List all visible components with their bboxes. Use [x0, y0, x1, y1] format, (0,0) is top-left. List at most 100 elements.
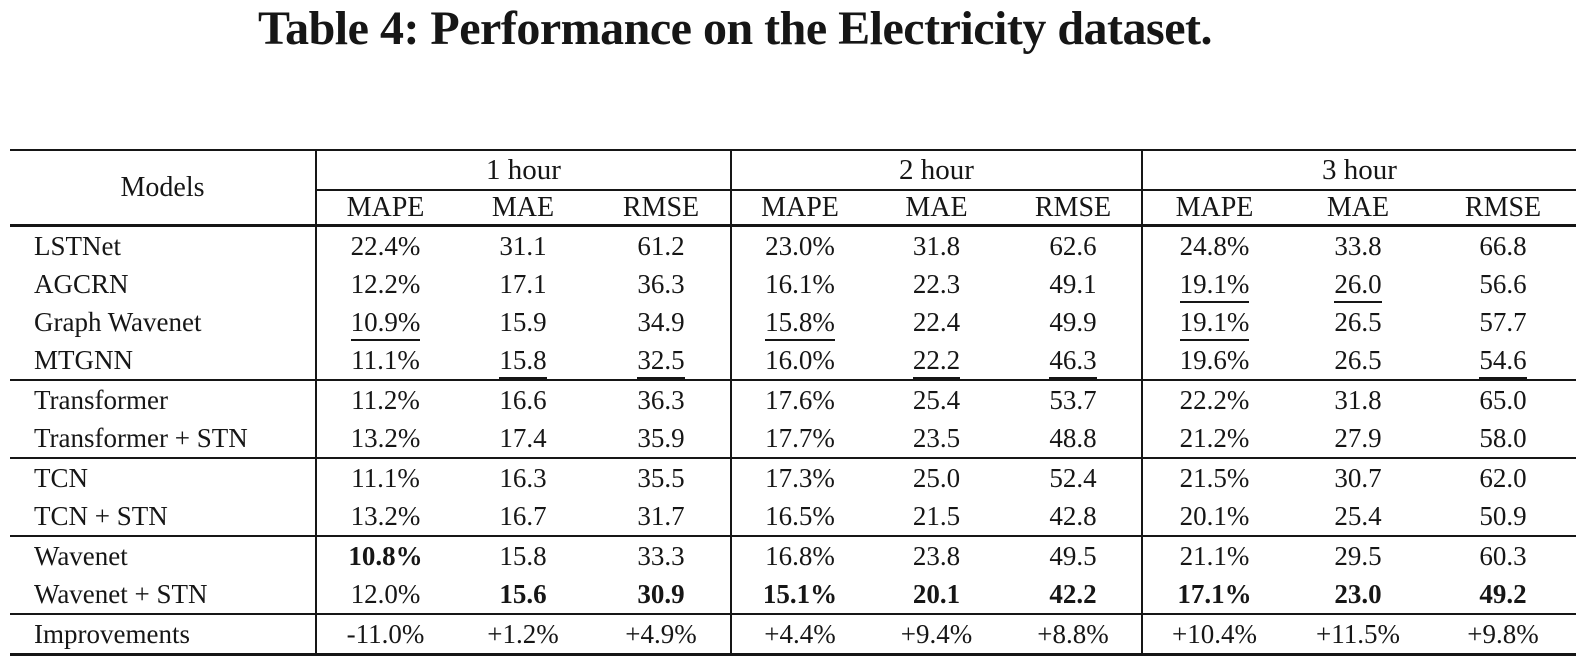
value-cell: 22.4%: [315, 225, 454, 265]
value-cell: 58.0: [1430, 419, 1577, 459]
value-cell: 17.6%: [730, 380, 868, 419]
value-cell: 22.4: [868, 303, 1005, 341]
value-cell: 62.6: [1005, 226, 1142, 266]
value-cell: 25.4: [868, 380, 1005, 419]
value-cell: 23.0: [1286, 575, 1430, 615]
table-row: Wavenet + STN 12.0% 15.6 30.9 15.1% 20.1 42.2 1…: [10, 575, 1577, 615]
value: 36.3: [637, 384, 685, 415]
value-cell: 21.5: [868, 497, 1005, 537]
value-cell: 11.1%: [315, 341, 454, 381]
value-cell: 17.1%: [1141, 575, 1286, 615]
value: 31.8: [912, 230, 961, 261]
value-cell: 15.8: [454, 536, 592, 575]
value-cell: 17.4: [454, 419, 592, 459]
value-cell: 49.1: [1005, 265, 1142, 303]
value-cell: 33.8: [1286, 226, 1430, 266]
value: 12.2%: [350, 268, 421, 299]
value-cell: 22.2%: [1141, 380, 1286, 419]
value: 31.8: [1334, 384, 1382, 415]
model-name-cell: Wavenet: [34, 540, 128, 571]
value-cell: 19.1%: [1141, 303, 1286, 341]
value: 25.4: [912, 384, 961, 415]
value: 49.9: [1049, 306, 1097, 337]
bold-value: 15.1%: [762, 578, 838, 609]
underlined-value: 54.6: [1479, 345, 1527, 379]
value-cell: 54.6: [1430, 341, 1577, 381]
value: +8.8%: [1037, 618, 1109, 649]
value: 57.7: [1479, 306, 1527, 337]
metric-header-mape: MAPE: [730, 190, 868, 227]
value: 13.2%: [350, 500, 421, 531]
table-row: Graph Wavenet 10.9% 15.9 34.9 15.8% 22.4 49.9 1…: [10, 303, 1576, 341]
model-name-cell: Wavenet + STN: [10, 575, 316, 615]
value-cell: 23.8: [868, 536, 1005, 575]
value: 17.4: [499, 422, 547, 453]
table-row: Transformer 11.2% 16.6 36.3 17.6% 25.4 53.7 22.…: [10, 380, 1576, 419]
value: 16.5%: [765, 500, 835, 531]
value: 12.0%: [350, 578, 421, 609]
value-cell: 16.0%: [730, 341, 868, 381]
value: 33.8: [1334, 230, 1382, 261]
value: 21.5: [912, 500, 961, 531]
value-cell: 16.3: [454, 458, 592, 497]
models-column-header: Models: [10, 150, 316, 227]
header-row-metrics: MAPE MAE RMSE MAPE MAE RMSE MAPE MAE RMSE: [10, 190, 1577, 227]
bold-value: 20.1: [912, 578, 961, 609]
value-cell: 19.6%: [1141, 341, 1286, 381]
value-cell: 30.7: [1286, 458, 1430, 497]
underlined-value: 15.8: [499, 345, 547, 379]
underlined-value: 26.0: [1334, 269, 1382, 303]
value: 13.2%: [350, 422, 421, 453]
value: 11.1%: [351, 344, 420, 375]
value: 60.3: [1479, 540, 1527, 571]
bold-value: 23.0: [1334, 578, 1382, 609]
value: 26.5: [1334, 306, 1382, 337]
value: 31.1: [499, 230, 547, 261]
hour-group-header-1: 1 hour: [315, 150, 731, 191]
value-cell: 30.9: [592, 575, 731, 615]
value: 30.7: [1334, 462, 1382, 493]
value: 35.5: [637, 462, 685, 493]
value-cell: 48.8: [1005, 419, 1142, 459]
value-cell: -11.0%: [315, 614, 454, 655]
value: -11.0%: [346, 618, 425, 649]
value-cell: 26.0: [1286, 265, 1430, 303]
metric-header-rmse: RMSE: [1430, 190, 1577, 227]
value-cell: 13.2%: [315, 497, 454, 537]
value: 15.9: [499, 306, 547, 337]
table-row: Wavenet 10.8% 15.8 33.3 16.8% 23.8 49.5 21.1% 29…: [10, 536, 1576, 575]
value: 16.6: [499, 384, 547, 415]
value: 16.8%: [765, 540, 835, 571]
model-name-cell: AGCRN: [34, 268, 129, 299]
value-cell: 50.9: [1430, 497, 1577, 537]
value: 17.1: [499, 268, 547, 299]
value: +11.5%: [1316, 618, 1400, 649]
value-cell: +1.2%: [454, 614, 592, 655]
table-row: Transformer + STN 13.2% 17.4 35.9 17.7% 23.5 4…: [10, 419, 1577, 459]
hour-group-header-3: 3 hour: [1140, 150, 1577, 191]
value-cell: 36.3: [592, 380, 731, 419]
value-cell: 10.9%: [315, 303, 454, 341]
value-cell: 12.2%: [315, 265, 454, 303]
value-cell: 32.5: [592, 341, 731, 381]
model-name-cell: TCN + STN: [10, 497, 316, 537]
table-header: Models 1 hour 2 hour 3 hour MAPE MAE RMSE MAP…: [10, 150, 1577, 227]
bold-value: 15.6: [499, 578, 547, 609]
table-caption: Table 4: Performance on the Electricity …: [258, 2, 1212, 55]
value: 16.7: [499, 500, 547, 531]
value-cell: 34.9: [592, 303, 731, 341]
value: 49.5: [1049, 540, 1097, 571]
value-cell: 49.9: [1005, 303, 1142, 341]
table-row: LSTNet 22.4% 31.1 61.2 23.0% 31.8 62.6 24.8% 33.…: [10, 225, 1576, 266]
value-cell: 12.0%: [315, 575, 454, 615]
value-cell: 17.7%: [730, 419, 868, 459]
value: 16.3: [499, 462, 547, 493]
value-cell: 22.2: [868, 341, 1005, 381]
value-cell: 15.6: [454, 575, 592, 615]
value-cell: 42.2: [1005, 575, 1142, 615]
value: 34.9: [637, 306, 685, 337]
value-cell: +10.4%: [1141, 614, 1286, 655]
value: 48.8: [1049, 422, 1097, 453]
value: 36.3: [637, 268, 685, 299]
value-cell: 11.2%: [315, 380, 454, 419]
